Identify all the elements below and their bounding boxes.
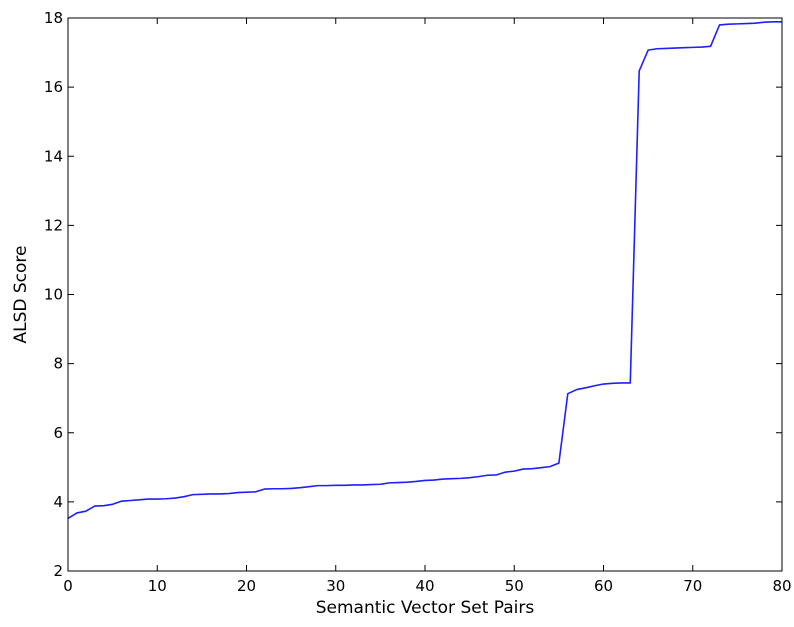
x-tick-label: 20 (237, 577, 256, 595)
y-tick-label: 8 (53, 355, 63, 373)
y-tick-label: 2 (53, 562, 63, 580)
x-tick-label: 40 (415, 577, 434, 595)
x-tick-label: 60 (594, 577, 613, 595)
plot-area (68, 18, 782, 571)
series-layer (67, 20, 782, 520)
y-tick-label: 10 (44, 286, 63, 304)
y-tick-label: 12 (44, 216, 63, 234)
y-tick-label: 16 (44, 78, 63, 96)
y-tick-label: 6 (53, 424, 63, 442)
y-axis-label: ALSD Score (11, 246, 31, 344)
plot-background (68, 18, 782, 571)
y-tick-label: 18 (44, 9, 63, 27)
y-tick-label: 14 (44, 147, 63, 165)
axis-ticks: 0 10 20 30 40 50 60 70 80 2 4 6 8 10 12 14 16 18 (44, 9, 792, 595)
x-tick-label: 80 (772, 577, 791, 595)
x-tick-label: 50 (505, 577, 524, 595)
x-tick-label: 0 (63, 577, 73, 595)
series-line-0 (67, 20, 782, 520)
x-tick-label: 10 (148, 577, 167, 595)
y-tick-label: 4 (53, 493, 63, 511)
x-tick-label: 30 (326, 577, 345, 595)
x-axis-label: Semantic Vector Set Pairs (316, 598, 535, 618)
x-tick-label: 70 (683, 577, 702, 595)
